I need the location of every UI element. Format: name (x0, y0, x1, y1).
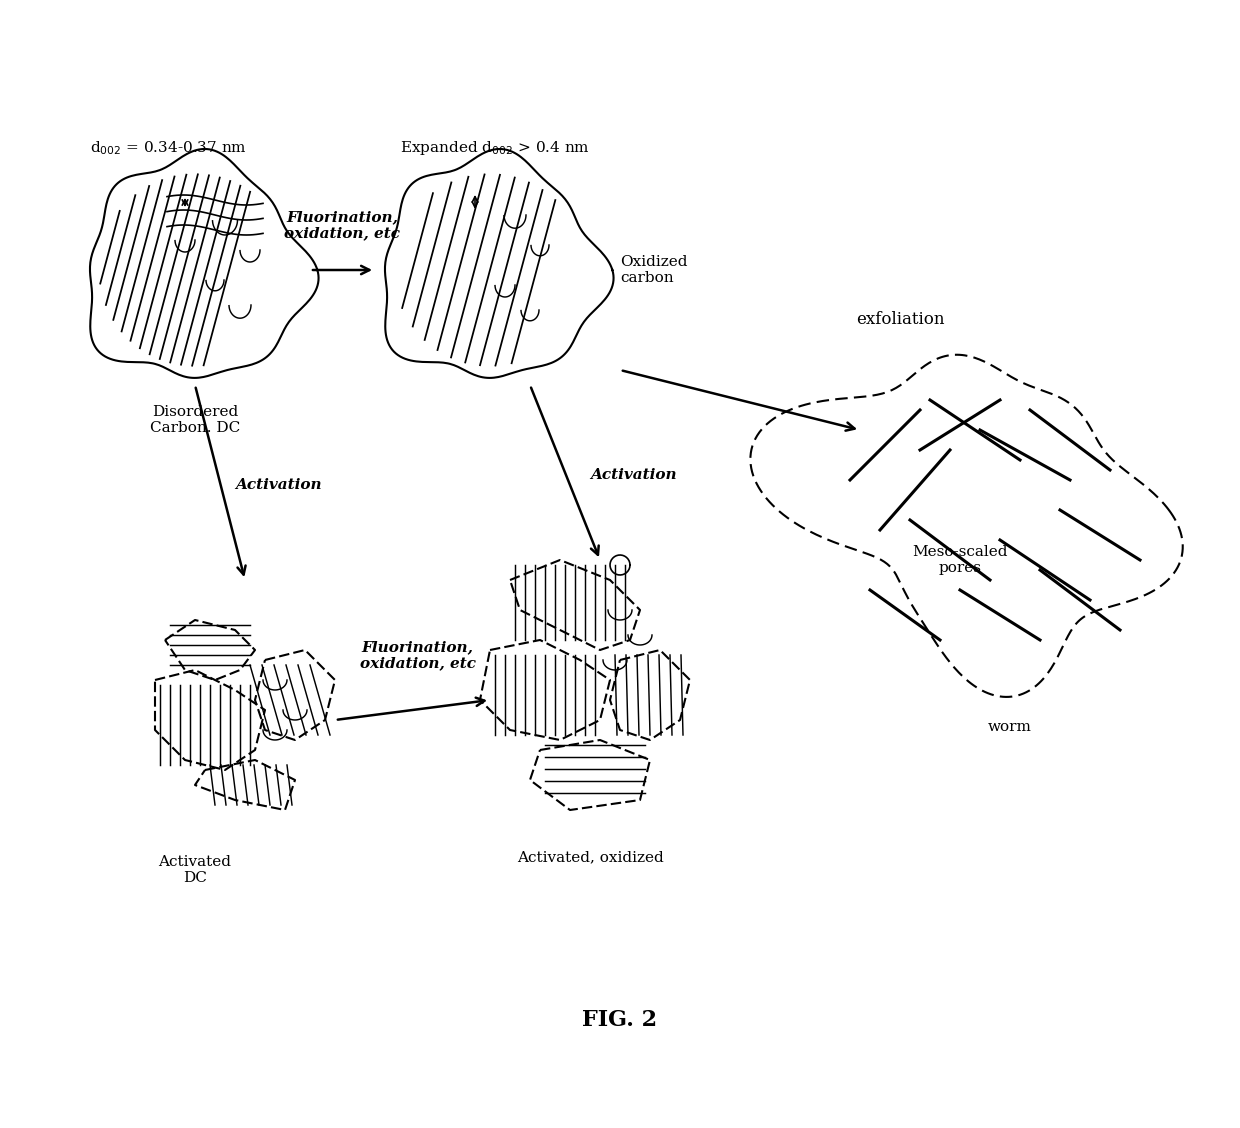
Text: Oxidized
carbon: Oxidized carbon (620, 255, 687, 285)
Text: Activated
DC: Activated DC (159, 855, 232, 885)
Text: Meso-scaled
pores: Meso-scaled pores (913, 545, 1008, 575)
Text: Fluorination,
oxidation, etc: Fluorination, oxidation, etc (360, 640, 475, 670)
Text: Expanded d$_{002}$ > 0.4 nm: Expanded d$_{002}$ > 0.4 nm (401, 139, 590, 157)
Text: Activation: Activation (590, 468, 677, 482)
Text: exfoliation: exfoliation (856, 311, 944, 328)
Text: Disordered
Carbon. DC: Disordered Carbon. DC (150, 405, 241, 435)
Text: Activated, oxidized: Activated, oxidized (517, 851, 663, 864)
Text: Activation: Activation (236, 478, 321, 492)
Text: d$_{002}$ = 0.34-0.37 nm: d$_{002}$ = 0.34-0.37 nm (91, 139, 247, 157)
Text: Fluorination,
oxidation, etc: Fluorination, oxidation, etc (284, 210, 401, 240)
Text: worm: worm (988, 720, 1032, 734)
Text: FIG. 2: FIG. 2 (583, 1010, 657, 1031)
